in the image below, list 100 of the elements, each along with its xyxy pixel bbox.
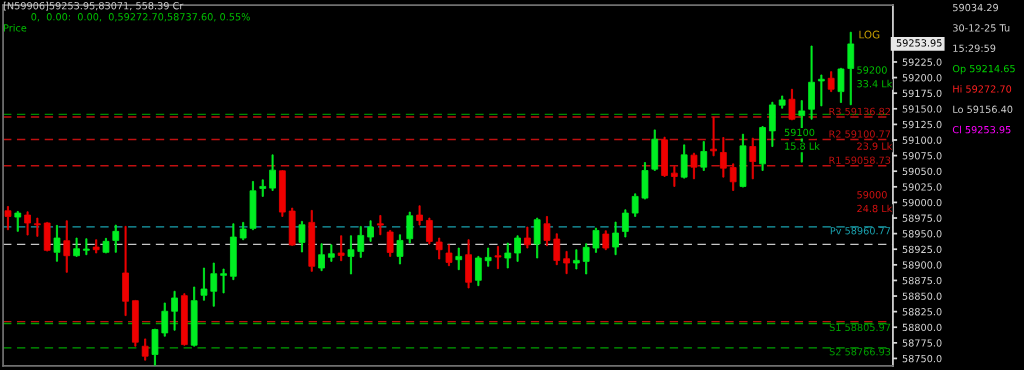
ref-line-label: S2 58766.93 (829, 348, 891, 356)
candlestick (602, 230, 610, 251)
y-tick-label: 58975.0 (902, 214, 942, 222)
candlestick (739, 133, 747, 188)
candlestick (396, 234, 404, 265)
candlestick (34, 217, 41, 237)
candlestick (249, 181, 257, 231)
candlestick (573, 249, 580, 270)
y-tick-label: 59075.0 (902, 152, 942, 160)
y-tick-label: 58950.0 (902, 230, 942, 238)
ref-line-label: R2 59100.77 (829, 130, 891, 138)
candlestick (337, 235, 345, 262)
annotation: 0, 0.00: 0.00, 0,59272.70,58737.60, 0.55% (31, 13, 250, 22)
candlestick (210, 262, 218, 307)
candlestick (73, 237, 80, 257)
y-tick-label: 58850.0 (902, 292, 942, 300)
candlestick (729, 163, 737, 191)
y-tick-label: 59000.0 (902, 198, 942, 207)
candlestick (279, 170, 286, 217)
y-tick-label: 59175.0 (902, 89, 942, 98)
candlestick (416, 205, 423, 226)
candlestick (141, 338, 149, 361)
candlestick (700, 141, 708, 171)
text: LOG (859, 30, 880, 39)
text: 15:29:59 (953, 44, 996, 52)
candlestick (318, 243, 325, 272)
candlestick (171, 290, 178, 331)
y-tick-label: 59225.0 (902, 58, 942, 66)
candlestick (661, 136, 668, 177)
candlestick (200, 267, 208, 301)
candlestick (749, 137, 757, 180)
candlestick (230, 223, 237, 281)
candlestick (367, 220, 374, 242)
candlestick (43, 221, 51, 252)
candlestick (151, 328, 159, 366)
candlestick (651, 129, 659, 171)
candlestick (759, 126, 766, 171)
candlestick (328, 244, 335, 262)
candlestick (720, 137, 727, 178)
candlestick (386, 230, 394, 257)
text: Op 59214.65 (952, 64, 1015, 75)
annotation: 59100 15.8 Lk (784, 128, 820, 150)
candlestick (357, 226, 365, 258)
y-tick-label: 59050.0 (902, 167, 942, 176)
y-tick-label: 58750.0 (902, 354, 942, 363)
candlestick (347, 235, 355, 275)
y-tick-label: 58900.0 (902, 261, 942, 269)
candlestick (524, 226, 531, 249)
candlestick (818, 74, 825, 107)
candlestick (445, 244, 453, 267)
y-tick-label: 59100.0 (902, 136, 942, 144)
candlestick (690, 152, 698, 180)
text: 30-12-25 Tu (953, 24, 1010, 32)
annotation: Price (4, 24, 27, 32)
text: Lo 59156.40 (953, 105, 1013, 113)
candlestick (377, 215, 384, 236)
candlestick (778, 95, 786, 109)
candlestick (239, 221, 247, 241)
candlestick (259, 179, 267, 197)
candlestick (533, 217, 541, 259)
candlestick (484, 247, 492, 267)
candlestick (671, 166, 678, 187)
text: 59034.29 (953, 3, 999, 12)
candlestick (406, 211, 414, 244)
candlestick (102, 237, 110, 254)
candlestick (288, 207, 296, 246)
candlestick (543, 216, 551, 247)
text: 59200 33.4 Lk (857, 66, 893, 88)
candlestick (837, 67, 845, 103)
candlestick (631, 193, 639, 217)
y-tick-label: 58925.0 (902, 245, 942, 254)
y-tick-label: 59150.0 (902, 105, 942, 113)
candlestick (563, 250, 570, 275)
text: 59000 24.8 Lk (857, 191, 893, 213)
candlestick (494, 245, 502, 270)
candlestick (553, 233, 561, 266)
y-tick-label: 58775.0 (902, 339, 942, 347)
candlestick (53, 224, 61, 262)
text: Cl 59253.95 (952, 125, 1011, 134)
annotation: [N59906]59253.95,83071, 558.39 Cr (3, 1, 184, 11)
y-tick-label: 58825.0 (902, 308, 942, 316)
candlestick (220, 268, 227, 294)
ref-line-label: R1 59058.73 (829, 156, 891, 164)
candlestick (298, 220, 306, 253)
candlestick (592, 227, 600, 253)
candlestick (808, 45, 815, 120)
candlestick (847, 31, 855, 106)
candlestick (465, 239, 472, 289)
candlestick (4, 206, 12, 231)
y-tick-label: 59125.0 (902, 120, 942, 129)
candlestick (132, 299, 139, 347)
text: 59253.95 (896, 39, 942, 47)
ref-line-label: S1 58805.97 (829, 323, 891, 332)
y-tick-label: 59200.0 (902, 74, 942, 82)
candlestick (455, 247, 463, 271)
y-tick-label: 58800.0 (902, 323, 942, 332)
candlestick (514, 235, 521, 262)
candlestick (426, 217, 433, 245)
candlestick (161, 302, 169, 337)
y-tick-label: 59025.0 (902, 183, 942, 191)
